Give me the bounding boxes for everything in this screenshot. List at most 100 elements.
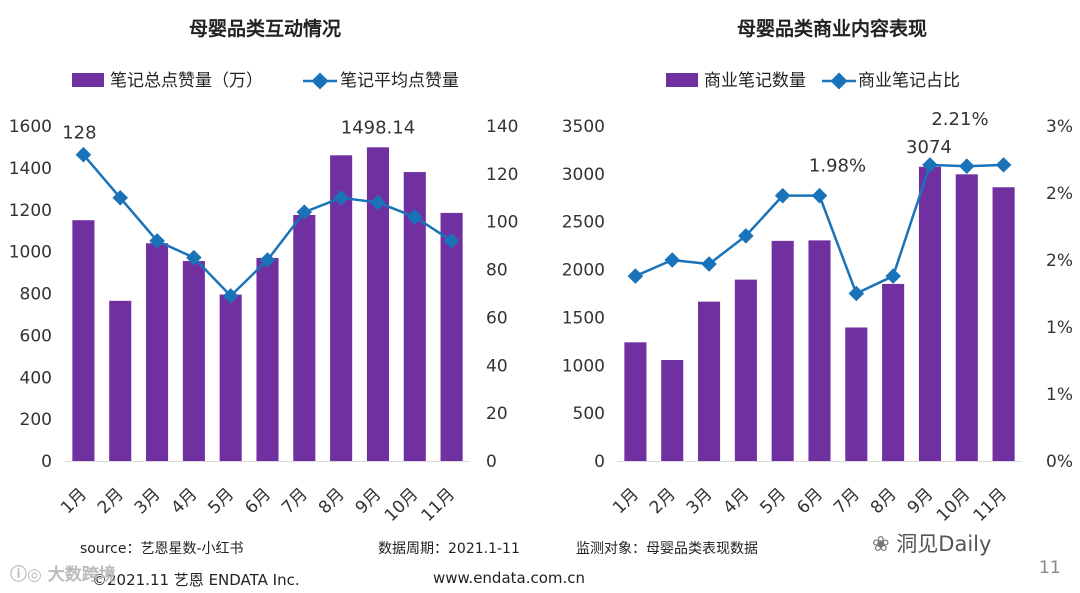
bar xyxy=(808,240,831,461)
x-tick-label: 2月 xyxy=(646,484,680,518)
data-label: 128 xyxy=(62,123,96,144)
x-tick-label: 1月 xyxy=(609,484,643,518)
legend-bar-label: 商业笔记数量 xyxy=(704,71,806,91)
bar xyxy=(624,342,647,461)
footer-target: 监测对象：母婴品类表现数据 xyxy=(576,541,758,557)
x-tick-label: 2月 xyxy=(94,484,128,518)
line-point xyxy=(149,233,165,249)
x-tick-label: 11月 xyxy=(418,484,459,525)
y-left-tick-label: 3500 xyxy=(562,117,605,137)
bar xyxy=(219,294,242,461)
line-point xyxy=(75,146,92,163)
x-tick-label: 3月 xyxy=(683,484,717,518)
y-left-tick-label: 500 xyxy=(573,404,605,424)
bar xyxy=(992,187,1015,461)
x-tick-label: 8月 xyxy=(867,484,901,518)
x-tick-label: 7月 xyxy=(830,484,864,518)
legend-line-marker xyxy=(830,72,848,90)
y-right-tick-label: 1% xyxy=(1046,318,1073,338)
x-tick-label: 10月 xyxy=(933,484,974,525)
bar xyxy=(182,261,205,461)
data-label: 3074 xyxy=(906,137,952,158)
legend-bar-swatch xyxy=(72,73,104,87)
x-tick-label: 7月 xyxy=(278,484,312,518)
line-point xyxy=(664,252,681,268)
watermark-logo-icon: ⓘ◎ xyxy=(10,565,48,585)
line-point xyxy=(406,209,423,225)
line-point xyxy=(333,190,349,206)
bar xyxy=(698,301,721,461)
data-label: 1498.14 xyxy=(341,117,415,138)
footer-copyright: ©2021.11 艺恩 ENDATA Inc. xyxy=(92,571,300,589)
y-left-tick-label: 600 xyxy=(20,326,52,346)
y-right-tick-label: 140 xyxy=(486,117,518,137)
y-left-tick-label: 1000 xyxy=(9,243,52,263)
line-point xyxy=(922,157,938,173)
bar xyxy=(845,327,868,461)
line-point xyxy=(811,187,828,204)
bar xyxy=(955,174,978,462)
line-point xyxy=(112,190,129,206)
y-right-tick-label: 80 xyxy=(486,261,508,281)
y-left-tick-label: 1000 xyxy=(562,356,605,376)
bar xyxy=(109,300,132,461)
y-left-tick-label: 800 xyxy=(20,285,52,305)
x-tick-label: 9月 xyxy=(352,484,386,518)
line-point xyxy=(296,204,313,220)
line-point xyxy=(848,285,865,302)
bar xyxy=(72,220,95,461)
footer-period: 数据周期：2021.1-11 xyxy=(378,541,520,557)
watermark-right-text: 洞见Daily xyxy=(896,532,992,556)
y-right-tick-label: 0 xyxy=(486,452,497,472)
y-left-tick-label: 0 xyxy=(41,452,52,472)
y-left-tick-label: 2000 xyxy=(562,261,605,281)
bar xyxy=(403,172,426,461)
bar xyxy=(366,147,389,461)
watermark-right: ❀ 洞见Daily xyxy=(872,528,991,558)
x-tick-label: 4月 xyxy=(720,484,754,518)
line-point xyxy=(885,268,901,284)
x-tick-label: 5月 xyxy=(756,484,790,518)
bar xyxy=(882,283,905,461)
chart-title: 母婴品类互动情况 xyxy=(189,17,341,40)
y-right-tick-label: 100 xyxy=(486,213,518,233)
x-tick-label: 4月 xyxy=(168,484,202,518)
line-point xyxy=(186,249,202,266)
footer-url: www.endata.com.cn xyxy=(433,569,586,587)
bar xyxy=(293,214,316,461)
x-tick-label: 8月 xyxy=(315,484,349,518)
footer-source: source：艺恩星数-小红书 xyxy=(80,541,244,557)
y-left-tick-label: 200 xyxy=(20,410,52,430)
line-point xyxy=(370,194,386,211)
page-number: 11 xyxy=(1039,558,1061,578)
y-right-tick-label: 1% xyxy=(1046,385,1073,405)
line-point xyxy=(222,288,239,304)
legend-line-marker xyxy=(311,72,329,90)
y-left-tick-label: 1500 xyxy=(562,308,605,328)
legend-bar-swatch xyxy=(666,73,698,87)
line-point xyxy=(627,268,644,284)
legend-bar-label: 笔记总点赞量（万） xyxy=(110,71,263,91)
x-tick-label: 11月 xyxy=(970,484,1011,525)
legend-line-label: 商业笔记占比 xyxy=(858,71,960,91)
data-label: 2.21% xyxy=(931,109,988,130)
y-right-tick-label: 20 xyxy=(486,404,508,424)
bar xyxy=(440,212,463,461)
y-left-tick-label: 0 xyxy=(594,452,605,472)
x-tick-label: 9月 xyxy=(904,484,938,518)
line-point xyxy=(738,228,754,244)
y-left-tick-label: 1200 xyxy=(9,201,52,221)
line-point xyxy=(774,187,791,204)
watermark-left: ⓘ◎ 大数跨境 xyxy=(10,560,116,585)
bar xyxy=(771,240,794,461)
bar xyxy=(734,279,757,461)
x-tick-label: 5月 xyxy=(204,484,238,518)
x-tick-label: 6月 xyxy=(241,484,275,518)
data-label: 1.98% xyxy=(809,156,866,177)
x-tick-label: 1月 xyxy=(57,484,91,518)
x-tick-label: 3月 xyxy=(131,484,165,518)
y-left-tick-label: 400 xyxy=(20,368,52,388)
y-left-tick-label: 1600 xyxy=(9,117,52,137)
